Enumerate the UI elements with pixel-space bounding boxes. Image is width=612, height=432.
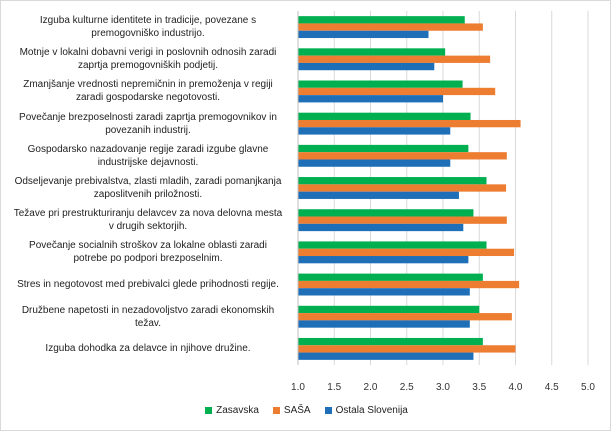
category-label: Motnje v lokalni dobavni verigi in poslo…	[7, 46, 289, 72]
category-label: Odseljevanje prebivalstva, zlasti mladih…	[7, 175, 289, 201]
bar-1-cat-11	[298, 337, 483, 346]
bar-2-cat-4	[298, 119, 521, 128]
bar-chart: 1.0 1.5 2.0 2.5 3.0 3.5 4.0 4.5 5.0	[291, 11, 595, 393]
legend-label: Zasavska	[216, 405, 259, 416]
bar-3-cat-9	[298, 288, 470, 296]
x-tick-label: 2.5	[400, 382, 414, 393]
category-label-line: Povečanje brezposelnosti zaradi zaprtja …	[19, 111, 277, 123]
category-label-line: Izguba kulturne identitete in tradicije,…	[39, 15, 257, 27]
bar-2-cat-10	[298, 313, 512, 321]
bar-1-cat-10	[298, 305, 480, 314]
bar-1-cat-1	[298, 16, 465, 24]
bar-3-cat-8	[298, 256, 469, 264]
category-label: Izguba dohodka za delavce in njihove dru…	[7, 342, 289, 355]
legend-swatch	[324, 407, 332, 414]
legend-item: Ostala Slovenija	[324, 405, 408, 416]
bar-3-cat-10	[298, 320, 470, 328]
legend-label: Ostala Slovenija	[335, 405, 408, 416]
bar-2-cat-5	[298, 152, 507, 160]
category-label: Stres in negotovost med prebivalci glede…	[7, 278, 289, 291]
legend-swatch	[272, 407, 280, 414]
bar-3-cat-3	[298, 95, 443, 103]
legend-item: Zasavska	[205, 405, 259, 416]
category-label: Težave pri prestrukturiranju delavcev za…	[7, 207, 289, 233]
bar-3-cat-7	[298, 223, 464, 232]
bar-1-cat-3	[298, 80, 463, 88]
x-tick-label: 3.0	[436, 382, 450, 393]
x-axis-tick-labels: 1.0 1.5 2.0 2.5 3.0 3.5 4.0 4.5 5.0	[291, 382, 595, 393]
category-label: Zmanjšanje vrednosti nepremičnin in prem…	[7, 78, 289, 104]
bar-2-cat-8	[298, 248, 515, 257]
category-label: Družbene napetosti in nezadovoljstvo zar…	[7, 304, 289, 330]
bar-3-cat-1	[298, 30, 429, 39]
category-label: Povečanje brezposelnosti zaradi zaprtja …	[7, 111, 289, 137]
x-tick-label: 4.0	[509, 382, 523, 393]
category-label-line: potrebe po podpori brezposelnim.	[73, 253, 223, 265]
bar-1-cat-6	[298, 177, 487, 185]
x-tick-label: 4.5	[545, 382, 559, 393]
bar-3-cat-4	[298, 127, 451, 135]
x-tick-label: 1.0	[291, 382, 305, 393]
category-label-line: Povečanje socialnih stroškov za lokalne …	[29, 240, 267, 252]
bar-3-cat-6	[298, 191, 459, 199]
x-tick-label: 3.5	[472, 382, 486, 393]
legend: Zasavska SAŠA Ostala Slovenija	[1, 405, 612, 417]
category-label: Gospodarsko nazadovanje regije zaradi iz…	[7, 143, 289, 169]
category-label-line: Zmanjšanje vrednosti nepremičnin in prem…	[23, 79, 273, 91]
bar-3-cat-5	[298, 159, 451, 167]
category-label-line: Odseljevanje prebivalstva, zlasti mladih…	[14, 176, 282, 187]
bar-1-cat-8	[298, 241, 487, 249]
bar-1-cat-2	[298, 48, 446, 56]
bars	[298, 16, 521, 360]
bar-1-cat-7	[298, 209, 474, 217]
category-label-line: povezanih industrij.	[105, 124, 191, 136]
legend-label: SAŠA	[283, 405, 311, 416]
category-label-line: Stres in negotovost med prebivalci glede…	[17, 279, 279, 291]
bar-3-cat-2	[298, 62, 435, 71]
category-label-line: Težave pri prestrukturiranju delavcev za…	[13, 208, 283, 220]
category-label-line: Izguba dohodka za delavce in njihove dru…	[45, 343, 251, 355]
category-label-line: v drugih sektorjih.	[108, 221, 188, 233]
category-label: Izguba kulturne identitete in tradicije,…	[7, 14, 289, 40]
bar-2-cat-11	[298, 345, 516, 353]
legend-swatch	[205, 407, 213, 414]
x-tick-label: 5.0	[581, 382, 595, 393]
x-tick-label: 1.5	[327, 382, 341, 393]
legend-item: SAŠA	[272, 405, 311, 416]
bar-2-cat-3	[298, 87, 496, 96]
bar-2-cat-7	[298, 216, 507, 224]
category-label-line: zaradi gospodarske negotovosti.	[76, 92, 220, 104]
category-label-line: težav.	[135, 317, 161, 329]
category-label-line: Gospodarsko nazadovanje regije zaradi iz…	[27, 143, 269, 155]
category-label-line: industrijske dejavnosti.	[97, 156, 199, 168]
bar-2-cat-9	[298, 280, 520, 289]
category-label-line: premogovniško industrijo.	[91, 28, 205, 40]
category-label-line: Družbene napetosti in nezadovoljstvo zar…	[21, 304, 275, 316]
category-label-line: zaposlitvenih priložnosti.	[93, 189, 203, 200]
bar-1-cat-5	[298, 144, 469, 153]
bar-1-cat-9	[298, 273, 483, 281]
bar-2-cat-2	[298, 55, 491, 63]
category-label-line: zaprtja premogovniških podjetij.	[77, 60, 219, 72]
bar-1-cat-4	[298, 112, 471, 120]
category-label: Povečanje socialnih stroškov za lokalne …	[7, 239, 289, 265]
bar-2-cat-1	[298, 23, 483, 31]
category-label-line: Motnje v lokalni dobavni verigi in poslo…	[19, 47, 277, 59]
bar-3-cat-11	[298, 352, 474, 360]
bar-2-cat-6	[298, 184, 507, 192]
x-tick-label: 2.0	[364, 382, 378, 393]
